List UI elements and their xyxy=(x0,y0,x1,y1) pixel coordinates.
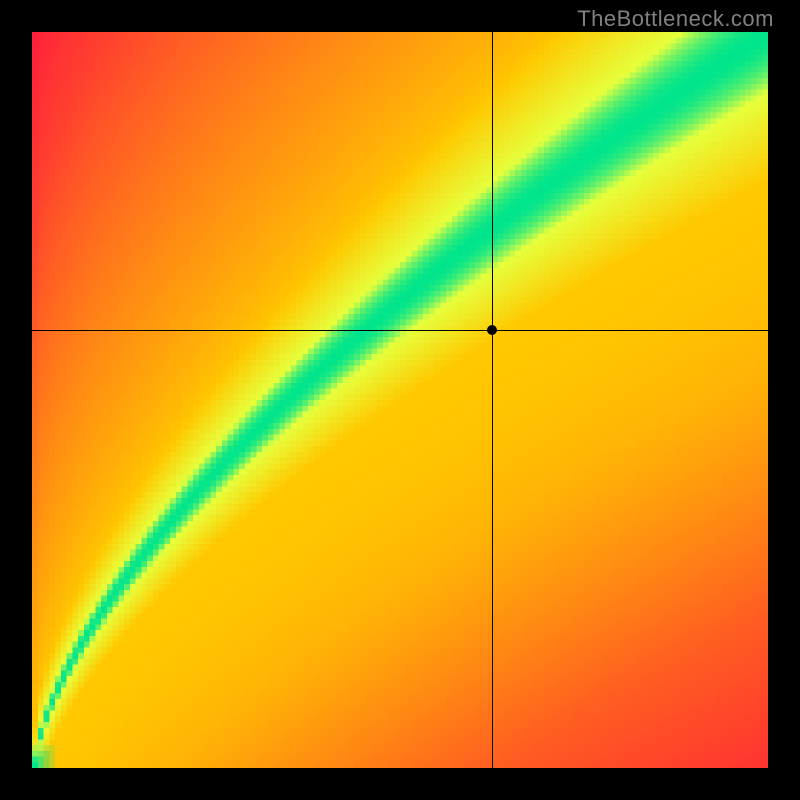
crosshair-marker xyxy=(487,325,497,335)
bottleneck-heatmap xyxy=(32,32,768,768)
watermark-text: TheBottleneck.com xyxy=(577,6,774,32)
crosshair-vertical xyxy=(492,32,493,768)
crosshair-horizontal xyxy=(32,330,768,331)
